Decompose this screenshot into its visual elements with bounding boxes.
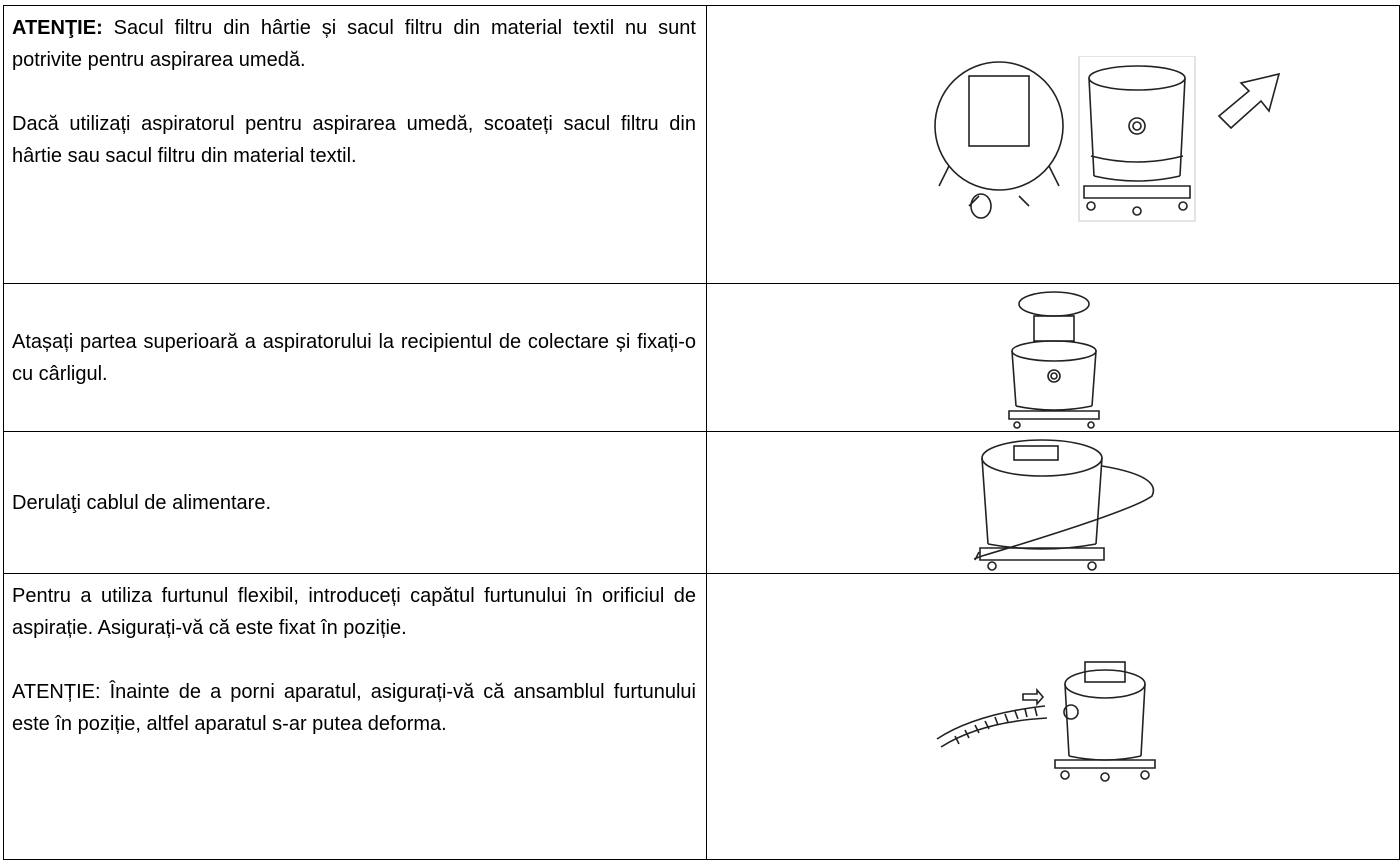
table-row: Atașați partea superioară a aspiratorulu… — [3, 283, 1400, 432]
illustration — [973, 439, 1155, 571]
text-cell: Atașați partea superioară a aspiratorulu… — [3, 283, 707, 432]
paragraph: ATENŢIE: Sacul filtru din hârtie și sacu… — [12, 12, 696, 76]
paragraph: Dacă utilizați aspiratorul pentru aspira… — [12, 113, 696, 167]
text-cell: Pentru a utiliza furtunul flexibil, intr… — [3, 573, 707, 860]
text-cell: ATENŢIE: Sacul filtru din hârtie și sacu… — [3, 5, 707, 284]
image-cell — [706, 573, 1400, 860]
instruction-table: ATENŢIE: Sacul filtru din hârtie și sacu… — [3, 5, 1400, 860]
table-row: Pentru a utiliza furtunul flexibil, intr… — [3, 573, 1400, 860]
illustration — [1008, 291, 1100, 429]
paragraph-text: Sacul filtru din hârtie și sacul filtru … — [12, 17, 696, 71]
warning-label: ATENŢIE: — [12, 17, 103, 39]
image-cell — [706, 5, 1400, 284]
paragraph: Derulaţi cablul de alimentare. — [12, 491, 272, 514]
paragraph: Pentru a utiliza furtunul flexibil, intr… — [12, 585, 696, 639]
table-row: Derulaţi cablul de alimentare. — [3, 431, 1400, 574]
paragraph: ATENȚIE: Înainte de a porni aparatul, as… — [12, 681, 696, 735]
image-cell — [706, 431, 1400, 574]
image-cell — [706, 283, 1400, 432]
illustration — [934, 56, 1281, 222]
paragraph: Atașați partea superioară a aspiratorulu… — [12, 330, 696, 385]
illustration — [936, 661, 1156, 782]
table-row: ATENŢIE: Sacul filtru din hârtie și sacu… — [3, 5, 1400, 284]
text-cell: Derulaţi cablul de alimentare. — [3, 431, 707, 574]
